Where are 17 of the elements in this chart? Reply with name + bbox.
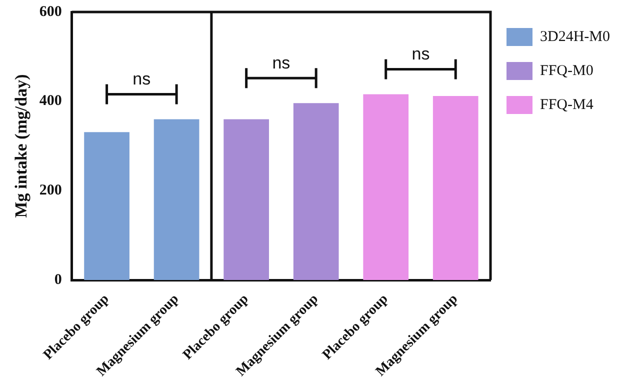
legend-label: FFQ-M0	[540, 62, 594, 79]
bar	[293, 103, 339, 280]
y-tick-label: 0	[54, 272, 62, 288]
legend-label: FFQ-M4	[540, 96, 594, 113]
bar	[84, 132, 130, 280]
y-tick-label: 600	[39, 4, 62, 20]
annotation: ns	[132, 69, 151, 88]
bar	[432, 96, 478, 280]
bar	[154, 119, 200, 280]
y-axis-title: Mg intake (mg/day)	[12, 74, 31, 218]
annotation: ns	[272, 53, 290, 72]
bar	[363, 94, 409, 280]
annotation: ns	[412, 44, 430, 64]
y-tick-label: 200	[39, 182, 62, 199]
y-tick-label: 400	[39, 93, 62, 110]
bar	[224, 119, 269, 280]
legend-label: 3D24H-M0	[540, 28, 610, 45]
